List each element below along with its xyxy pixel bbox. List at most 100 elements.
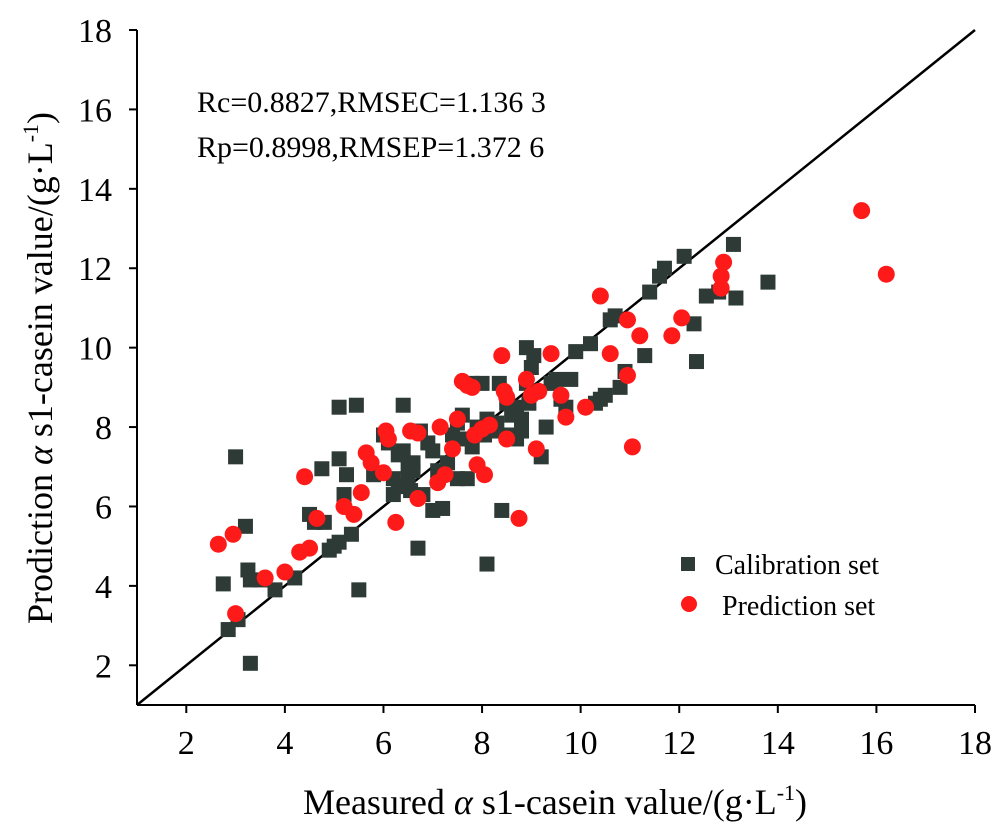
calibration-point [509, 399, 525, 415]
x-tick-label: 6 [375, 725, 392, 762]
prediction-point [256, 569, 274, 587]
prediction-point [853, 202, 871, 220]
calibration-point [425, 443, 441, 459]
prediction-point [301, 539, 319, 557]
prediction-point [436, 466, 454, 484]
legend-calibration-marker [681, 557, 695, 571]
x-tick-label: 18 [958, 725, 992, 762]
prediction-point [577, 398, 595, 416]
calibration-point [237, 518, 253, 534]
prediction-point [224, 525, 242, 543]
prediction-point [542, 345, 560, 363]
calibration-point [267, 582, 283, 598]
legend-prediction-label: Prediction set [722, 591, 875, 622]
calibration-point [336, 487, 352, 503]
prediction-point [877, 265, 895, 283]
prediction-point [409, 424, 427, 442]
calibration-point [215, 576, 231, 592]
calibration-point [688, 354, 704, 370]
prediction-point [715, 253, 733, 271]
calibration-point [331, 399, 347, 415]
prediction-points [209, 202, 895, 623]
x-tick-label: 8 [474, 725, 491, 762]
calibration-point [538, 419, 554, 435]
legend: Calibration set Prediction set [681, 550, 879, 622]
prediction-point [498, 430, 516, 448]
calibration-point [351, 582, 367, 598]
y-tick-label: 14 [78, 172, 112, 209]
calibration-point [725, 236, 741, 252]
calibration-point [698, 288, 714, 304]
calibration-point [395, 397, 411, 413]
calibration-point [513, 411, 529, 427]
calibration-point [597, 387, 613, 403]
calibration-point [410, 540, 426, 556]
calibration-point [348, 397, 364, 413]
x-tick-label: 12 [662, 725, 696, 762]
prediction-point [552, 386, 570, 404]
y-tick-label: 16 [78, 92, 112, 129]
calibration-point [405, 463, 421, 479]
x-tick-label: 14 [761, 725, 795, 762]
y-tick-label: 2 [95, 648, 112, 685]
prediction-point [557, 408, 575, 426]
prediction-point [498, 388, 516, 406]
prediction-point [510, 509, 528, 527]
prediction-point [618, 311, 636, 329]
calibration-point [339, 467, 354, 483]
prediction-point [296, 468, 314, 486]
y-tick-label: 6 [95, 489, 112, 526]
legend-calibration-label: Calibration set [715, 550, 879, 581]
prediction-point [712, 279, 730, 297]
y-tick-label: 12 [78, 251, 112, 288]
calibration-point [331, 534, 347, 550]
prediction-point [227, 605, 245, 623]
calibration-point [526, 348, 542, 364]
calibration-point [686, 316, 702, 332]
prediction-point [345, 505, 363, 523]
y-tick-label: 10 [78, 331, 112, 368]
prediction-point [431, 418, 449, 436]
y-tick-label: 4 [95, 569, 112, 606]
prediction-point [480, 416, 498, 434]
calibration-point [583, 336, 599, 352]
calibration-point [563, 371, 579, 387]
prediction-point [517, 370, 535, 388]
y-tick-label: 18 [78, 13, 112, 50]
calibration-point [435, 500, 451, 516]
prediction-point [527, 440, 545, 458]
prediction-point [476, 466, 494, 484]
y-ticks: 2 4 6 8 10 12 14 16 18 [78, 13, 137, 685]
prediction-point [663, 327, 681, 345]
prediction-point [712, 267, 730, 285]
calibration-point [513, 423, 529, 439]
calibration-point [607, 308, 623, 324]
prediction-point [308, 509, 326, 527]
y-axis-title: Prodiction α s1-casein value/(g·L-1) [18, 112, 60, 624]
x-tick-label: 4 [276, 725, 293, 762]
calibration-point [568, 344, 584, 360]
prediction-point [618, 366, 636, 384]
calibration-point [459, 471, 475, 487]
x-ticks: 2 4 6 8 10 12 14 16 18 [178, 705, 992, 762]
prediction-point [673, 309, 691, 327]
axes [136, 30, 975, 706]
calibration-point [642, 284, 658, 300]
prediction-point [601, 345, 619, 363]
y-tick-label: 8 [95, 410, 112, 447]
prediction-point [493, 347, 511, 365]
calibration-point [548, 371, 564, 387]
prediction-point [276, 563, 294, 581]
calibration-point [656, 260, 672, 276]
prediction-point [623, 438, 641, 456]
calibration-point [395, 443, 411, 459]
calibration-point [242, 655, 258, 671]
prediction-point [362, 454, 380, 472]
x-axis-title: Measured α s1-casein value/(g·L-1) [303, 780, 807, 822]
prediction-point [631, 327, 649, 345]
prediction-point [443, 440, 461, 458]
calibration-point [494, 502, 510, 518]
calibration-point [760, 274, 776, 290]
calibration-point [331, 451, 347, 467]
